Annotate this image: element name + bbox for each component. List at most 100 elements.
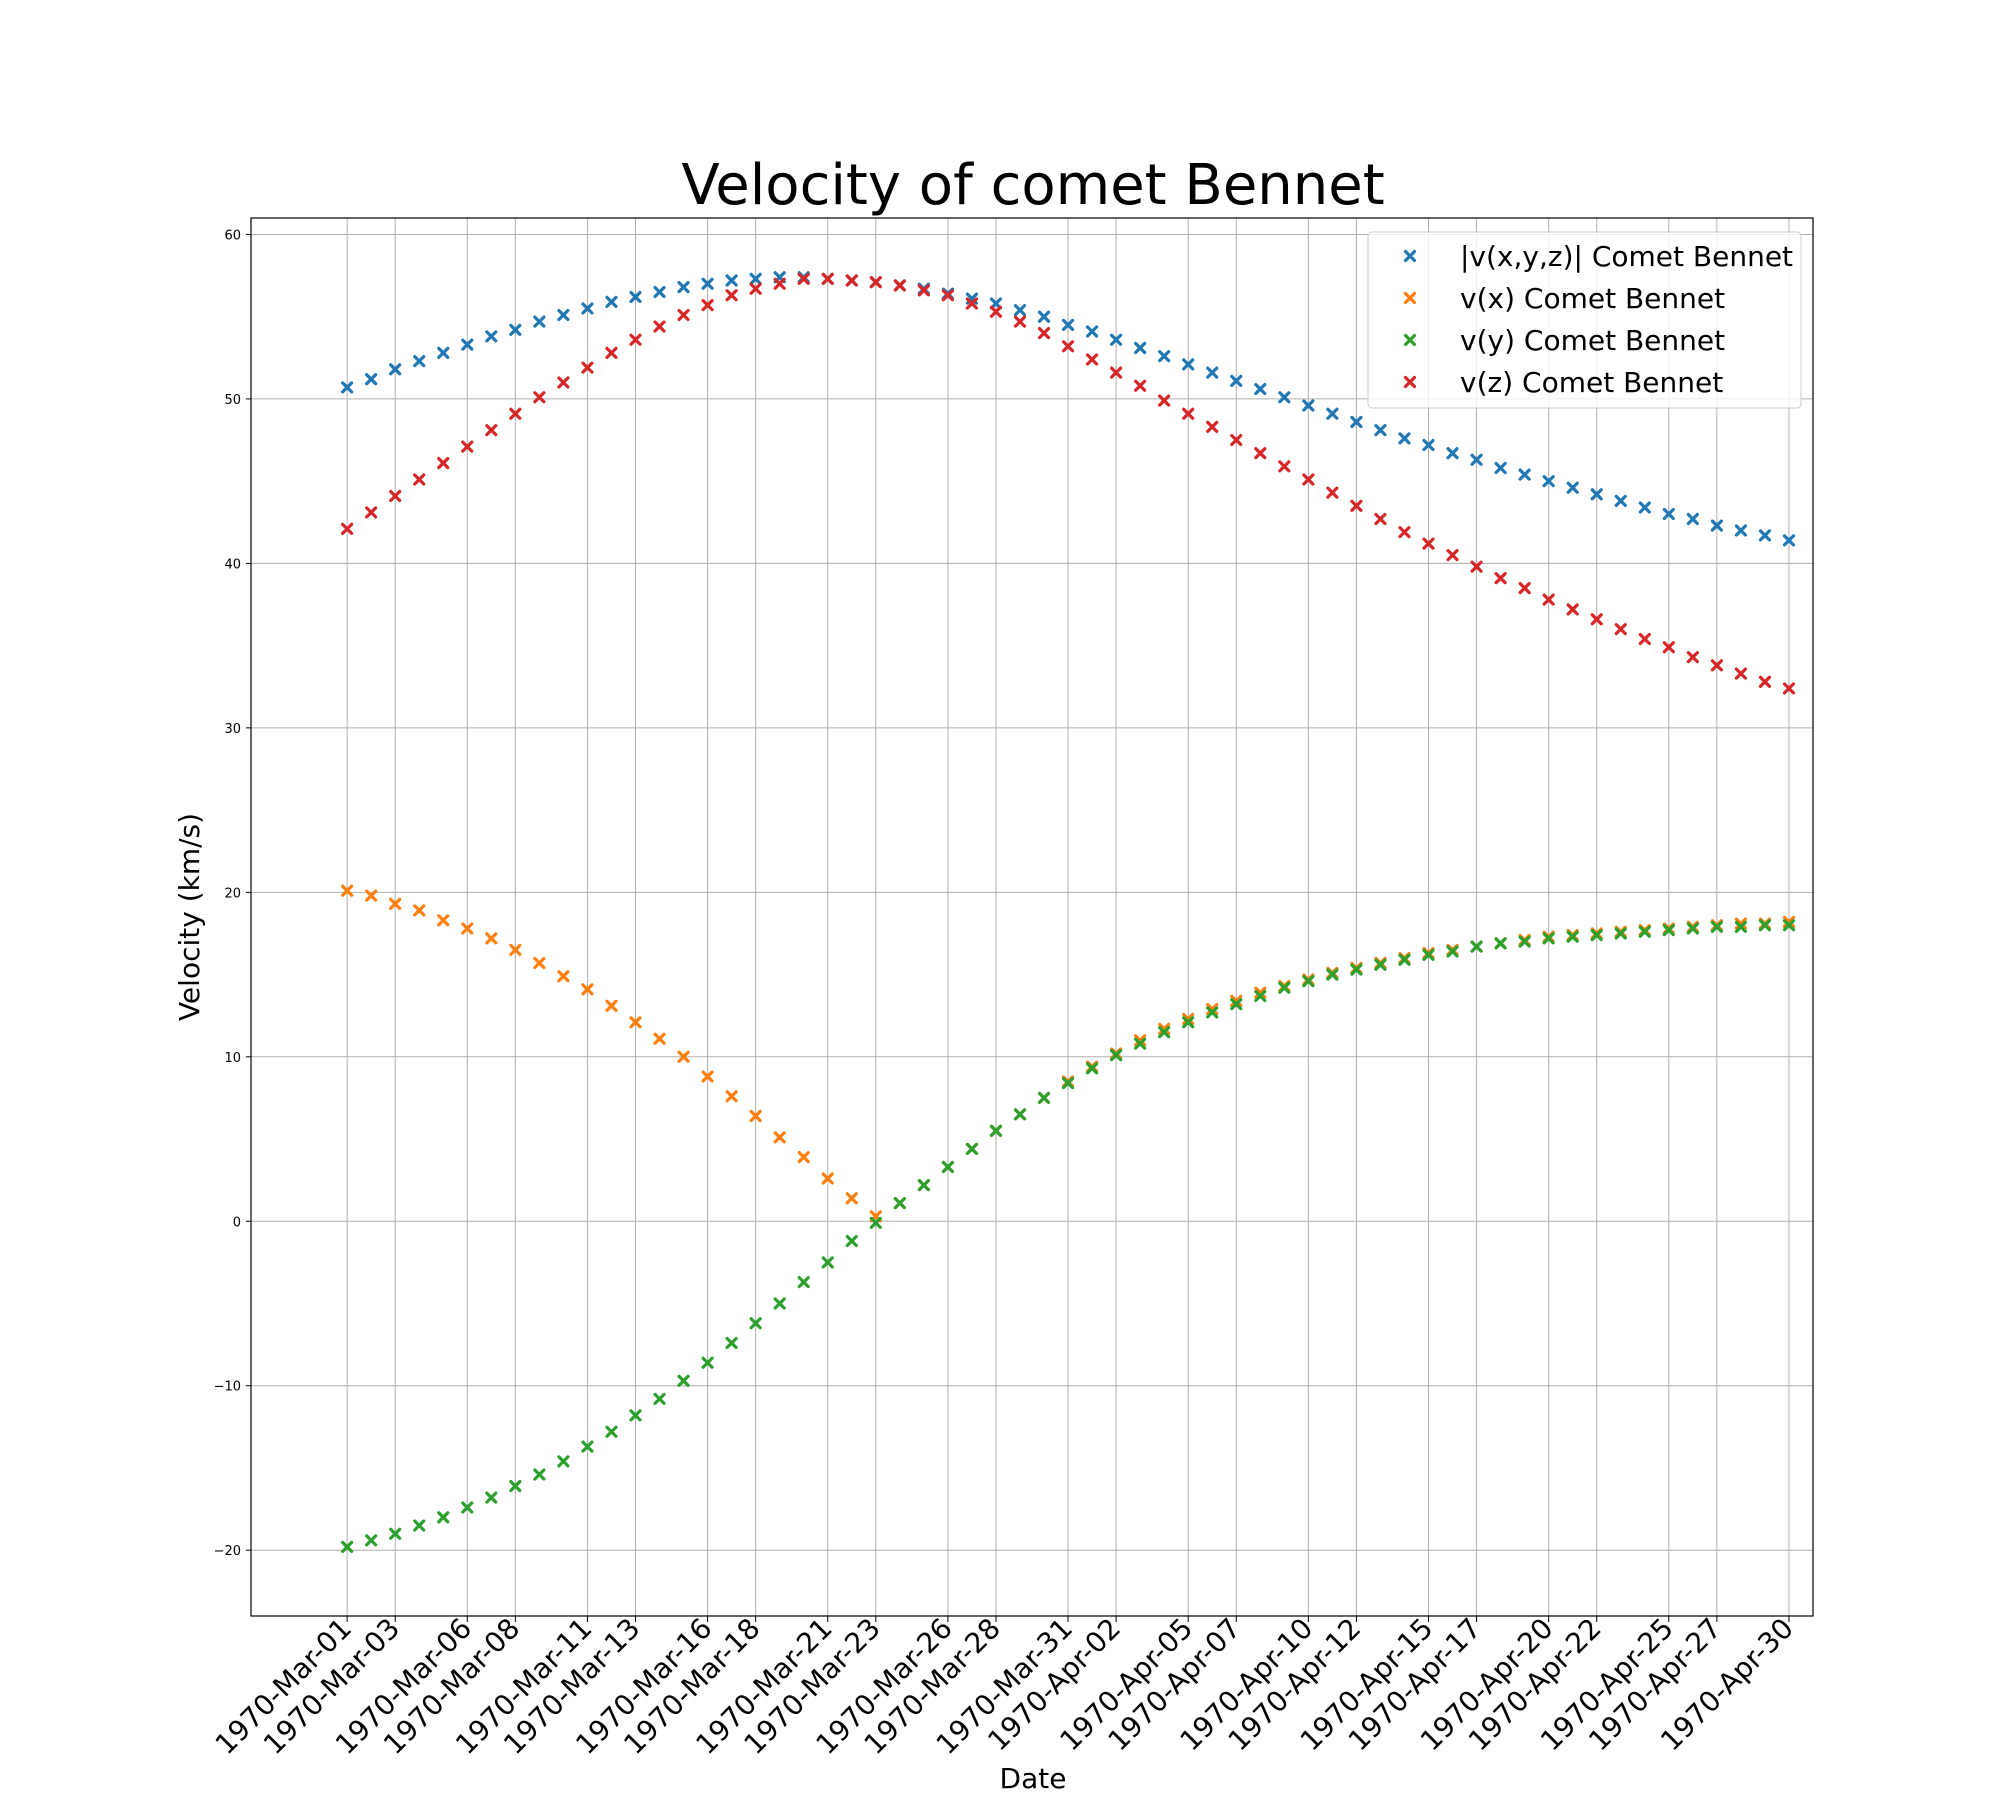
data-point bbox=[1518, 935, 1531, 948]
data-point bbox=[677, 1050, 690, 1063]
data-point bbox=[653, 320, 666, 333]
data-point bbox=[989, 1124, 1003, 1137]
data-point bbox=[1061, 318, 1075, 332]
data-point bbox=[1326, 968, 1339, 981]
data-point bbox=[413, 1519, 426, 1532]
data-point bbox=[1134, 379, 1147, 392]
data-point bbox=[461, 338, 474, 351]
data-point bbox=[389, 363, 402, 376]
legend-label: v(z) Comet Bennet bbox=[1460, 366, 1723, 399]
data-point bbox=[1398, 526, 1411, 539]
data-point bbox=[1542, 932, 1555, 945]
data-point bbox=[1302, 975, 1315, 988]
data-point bbox=[773, 277, 786, 290]
data-point bbox=[1182, 1012, 1195, 1026]
data-point bbox=[1470, 940, 1483, 953]
data-point bbox=[1061, 1077, 1075, 1090]
y-axis-ticks: −20 −10 0 10 20 30 40 50 60 bbox=[214, 228, 251, 1559]
data-point bbox=[1758, 675, 1772, 688]
data-point bbox=[1134, 1034, 1147, 1047]
data-point bbox=[1254, 989, 1267, 1003]
data-point bbox=[1518, 468, 1531, 481]
data-point bbox=[1566, 603, 1579, 616]
data-point bbox=[509, 943, 522, 956]
legend-marker bbox=[1403, 249, 1417, 263]
data-point bbox=[1110, 366, 1123, 379]
data-point bbox=[917, 1178, 930, 1192]
data-point bbox=[437, 1511, 450, 1524]
data-point bbox=[941, 289, 954, 302]
data-point bbox=[1206, 366, 1219, 379]
series-1 bbox=[341, 271, 1796, 547]
data-point bbox=[1734, 917, 1748, 930]
data-point bbox=[1278, 981, 1291, 994]
data-point bbox=[1110, 333, 1123, 346]
series-4 bbox=[341, 272, 1796, 695]
data-point bbox=[749, 272, 762, 285]
data-point bbox=[1158, 350, 1171, 363]
data-point bbox=[1085, 325, 1099, 338]
data-point bbox=[1182, 358, 1195, 371]
data-point bbox=[1590, 928, 1603, 942]
data-point bbox=[845, 1192, 858, 1205]
data-point bbox=[413, 473, 426, 486]
data-point bbox=[821, 272, 834, 285]
data-point bbox=[1230, 998, 1243, 1011]
data-point bbox=[1182, 1016, 1195, 1029]
data-point bbox=[629, 1016, 642, 1029]
data-point bbox=[365, 889, 378, 902]
legend-box bbox=[1367, 231, 1802, 409]
data-point bbox=[1422, 438, 1435, 452]
data-point bbox=[1662, 507, 1675, 521]
data-point bbox=[1013, 304, 1027, 317]
data-point bbox=[1470, 453, 1483, 466]
data-point bbox=[1158, 1026, 1171, 1039]
chart-title: Velocity of comet Bennet bbox=[681, 153, 1384, 218]
data-point bbox=[1494, 937, 1507, 950]
data-point bbox=[1037, 327, 1051, 340]
y-tick-label: −10 bbox=[214, 1380, 241, 1395]
data-point bbox=[629, 290, 642, 304]
data-point bbox=[797, 272, 810, 285]
data-point bbox=[749, 1317, 762, 1330]
data-point bbox=[725, 1090, 738, 1103]
data-point bbox=[1494, 461, 1507, 475]
data-point bbox=[1350, 499, 1363, 512]
data-point bbox=[533, 391, 546, 404]
x-axis-label: Date bbox=[1000, 1762, 1067, 1795]
data-point bbox=[1350, 415, 1363, 429]
data-point bbox=[725, 1336, 738, 1350]
data-point bbox=[413, 904, 426, 917]
y-tick-label: 0 bbox=[233, 1215, 241, 1230]
data-point bbox=[1206, 420, 1219, 433]
data-point bbox=[701, 1356, 714, 1369]
data-point bbox=[509, 407, 522, 420]
data-point bbox=[893, 1197, 906, 1210]
y-tick-label: 50 bbox=[224, 393, 241, 408]
data-point bbox=[869, 1216, 882, 1230]
legend-entry: v(z) Comet Bennet bbox=[1403, 366, 1723, 399]
data-point bbox=[1398, 953, 1411, 966]
data-point bbox=[1350, 963, 1363, 976]
data-point bbox=[1518, 581, 1531, 595]
data-point bbox=[581, 302, 594, 315]
data-point bbox=[749, 282, 762, 295]
data-point bbox=[413, 354, 426, 368]
data-point bbox=[941, 1160, 954, 1174]
data-point bbox=[1013, 315, 1027, 328]
data-point bbox=[605, 999, 618, 1012]
data-point bbox=[845, 274, 858, 287]
y-tick-label: 20 bbox=[224, 886, 241, 901]
data-point bbox=[1013, 1108, 1027, 1121]
data-point bbox=[605, 346, 618, 359]
data-point bbox=[581, 361, 594, 374]
data-point bbox=[773, 1297, 786, 1310]
data-point bbox=[1230, 433, 1243, 447]
data-point bbox=[725, 289, 738, 302]
data-point bbox=[677, 1374, 690, 1387]
data-point bbox=[341, 381, 354, 394]
data-point bbox=[1134, 341, 1147, 355]
data-point bbox=[1686, 512, 1699, 526]
data-point bbox=[509, 323, 522, 336]
